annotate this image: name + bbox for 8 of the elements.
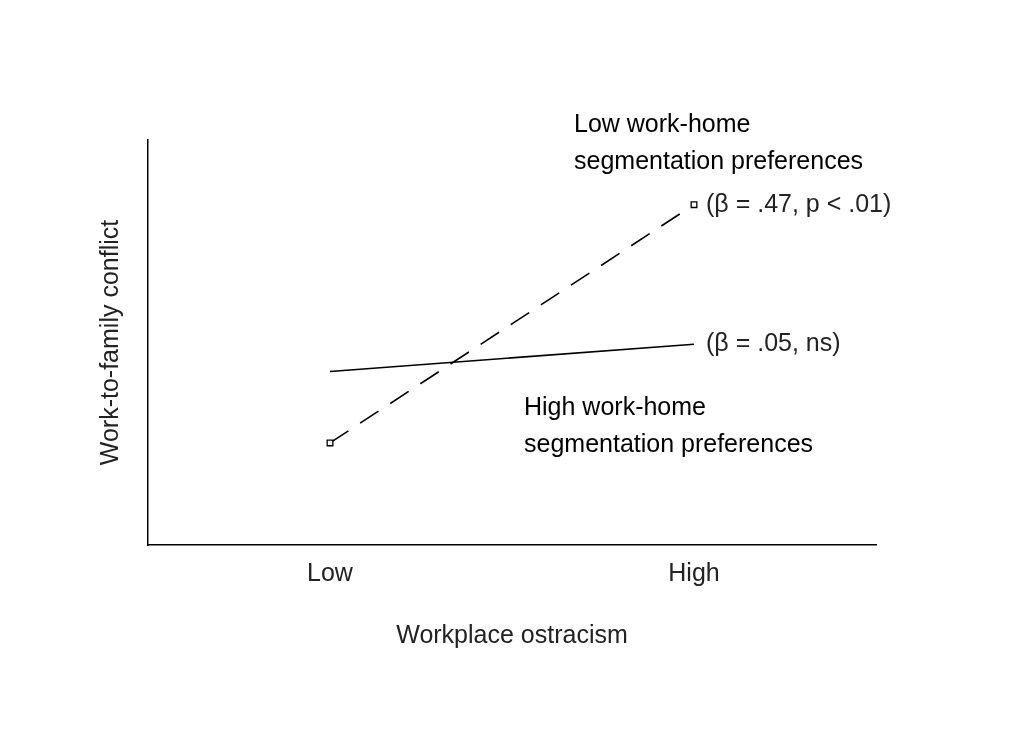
annotation: (β = .47, p < .01) [706,188,892,217]
x-tick-label: Low [307,557,354,586]
y-axis-title: Work-to-family conflict [94,219,123,466]
text: Low work-home segmentation preferences [574,108,864,174]
x-axis-title: Workplace ostracism [396,619,628,648]
x-tick-label: High [668,557,720,586]
series-label: High work-home segmentation preferences [524,392,814,458]
annotation: (β = .05, ns) [706,328,841,357]
